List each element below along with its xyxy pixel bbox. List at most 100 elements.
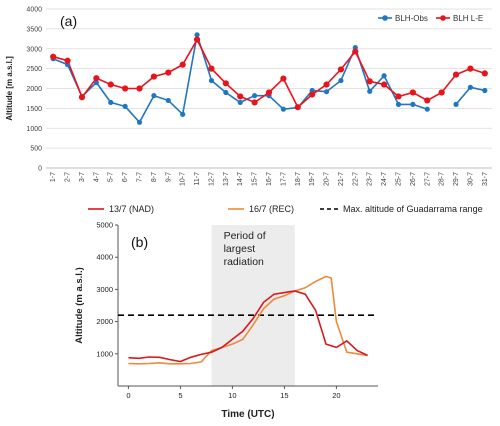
data-point xyxy=(193,36,201,43)
legend-label: BLH-Obs xyxy=(395,14,428,23)
data-point xyxy=(381,73,387,79)
x-tick-label-a: 9-7 xyxy=(165,172,172,182)
legend-label: BLH L-E xyxy=(453,14,483,23)
data-point xyxy=(409,89,416,96)
data-point xyxy=(366,78,373,85)
x-tick-label-a: 1-7 xyxy=(50,172,57,182)
x-tick-label-a: 15-7 xyxy=(252,172,259,186)
series-line-16-7-rec- xyxy=(128,275,368,365)
shaded-region-label: Period of xyxy=(224,230,266,242)
data-point xyxy=(482,87,488,94)
x-tick-label-a: 13-7 xyxy=(223,172,230,186)
x-tick-label-a: 31-7 xyxy=(482,172,489,186)
shaded-region-label: radiation xyxy=(224,256,264,268)
data-point xyxy=(410,101,416,107)
legend-label-b: 16/7 (REC) xyxy=(249,204,294,214)
x-tick-label-a: 30-7 xyxy=(467,172,474,186)
x-tick-label-a: 2-7 xyxy=(65,172,72,182)
y-tick-label-a: 4000 xyxy=(26,7,42,14)
y-tick-label-a: 1500 xyxy=(26,106,42,113)
x-tick-label-a: 18-7 xyxy=(295,172,302,186)
y-tick-label-b: 3000 xyxy=(96,285,113,294)
series-line-13-7-nad- xyxy=(128,290,368,363)
data-point xyxy=(481,70,488,77)
data-point xyxy=(323,81,330,88)
x-tick-label-b: 20 xyxy=(332,391,340,400)
x-tick-label-a: 29-7 xyxy=(453,172,460,186)
data-point xyxy=(237,93,244,100)
data-point xyxy=(122,85,129,92)
data-point xyxy=(237,99,243,106)
data-point xyxy=(107,81,114,88)
data-point xyxy=(136,119,143,125)
data-point xyxy=(180,111,186,117)
x-tick-label-a: 5-7 xyxy=(108,172,115,182)
x-tick-label-a: 19-7 xyxy=(309,172,316,186)
chart-a: 0 500 1000 1500 2000 2500 3000 3500 4000 1-7 2-7 3-… xyxy=(5,7,492,186)
x-tick-label-a: 14-7 xyxy=(237,172,244,186)
x-tick-label-a: 22-7 xyxy=(352,172,359,186)
y-tick-label-b: 4000 xyxy=(96,253,113,262)
data-point xyxy=(395,101,402,107)
y-tick-label-a: 500 xyxy=(30,146,42,153)
data-point xyxy=(165,69,172,76)
y-tick-label-a: 1000 xyxy=(26,126,42,133)
data-point xyxy=(179,61,186,68)
panel-label-a: (a) xyxy=(60,13,77,29)
data-point xyxy=(467,84,474,90)
y-axis-label-a: Altitude [m a.s.l.] xyxy=(5,56,14,121)
data-point xyxy=(309,91,316,98)
data-point xyxy=(194,32,200,38)
data-point xyxy=(150,73,158,80)
x-tick-label-a: 23-7 xyxy=(367,172,374,186)
data-point xyxy=(323,89,330,95)
data-point xyxy=(93,79,99,86)
x-axis-label-b: Time (UTC) xyxy=(221,409,274,420)
x-tick-label-a: 12-7 xyxy=(208,172,215,186)
y-tick-label-a: 3500 xyxy=(26,26,42,33)
x-tick-label-a: 28-7 xyxy=(439,172,446,186)
data-point xyxy=(367,88,373,94)
x-tick-label-a: 4-7 xyxy=(93,172,100,182)
x-tick-label-a: 25-7 xyxy=(395,172,402,186)
x-tick-label-b: 15 xyxy=(280,391,288,400)
x-tick-label-b: 0 xyxy=(126,391,130,400)
data-point xyxy=(251,99,258,106)
data-point xyxy=(93,75,100,82)
x-tick-label-a: 7-7 xyxy=(137,172,144,182)
data-point xyxy=(208,77,215,84)
data-point xyxy=(337,66,345,73)
y-tick-label-b: 5000 xyxy=(96,221,113,230)
data-point xyxy=(108,99,114,106)
x-tick-label-a: 27-7 xyxy=(424,172,431,186)
data-point xyxy=(294,104,301,111)
x-tick-label-a: 20-7 xyxy=(324,172,331,186)
shaded-region-label: largest xyxy=(224,243,256,255)
data-point xyxy=(467,65,474,72)
legend-swatch-marker xyxy=(382,15,388,21)
data-point xyxy=(252,93,258,99)
data-point xyxy=(78,94,86,101)
data-point xyxy=(280,75,287,82)
x-tick-label-b: 5 xyxy=(178,391,182,400)
x-tick-label-a: 11-7 xyxy=(194,172,201,186)
y-tick-label-b: 1000 xyxy=(96,349,113,358)
data-point xyxy=(395,93,402,100)
y-tick-label-b: 2000 xyxy=(96,317,113,326)
shaded-region xyxy=(211,225,295,386)
data-point xyxy=(452,71,460,78)
panel-label-b: (b) xyxy=(131,234,148,250)
data-point xyxy=(453,101,459,107)
x-tick-label-a: 17-7 xyxy=(280,172,287,186)
y-axis-label-b: Altitude (m a.s.l.) xyxy=(74,267,85,344)
x-tick-label-a: 21-7 xyxy=(338,172,345,186)
data-point xyxy=(223,89,229,96)
data-point xyxy=(136,85,143,92)
x-tick-label-b: 10 xyxy=(228,391,236,400)
data-point xyxy=(64,57,71,64)
x-tick-label-a: 8-7 xyxy=(151,172,158,182)
y-tick-label-a: 3000 xyxy=(26,46,42,53)
data-point xyxy=(338,77,344,84)
